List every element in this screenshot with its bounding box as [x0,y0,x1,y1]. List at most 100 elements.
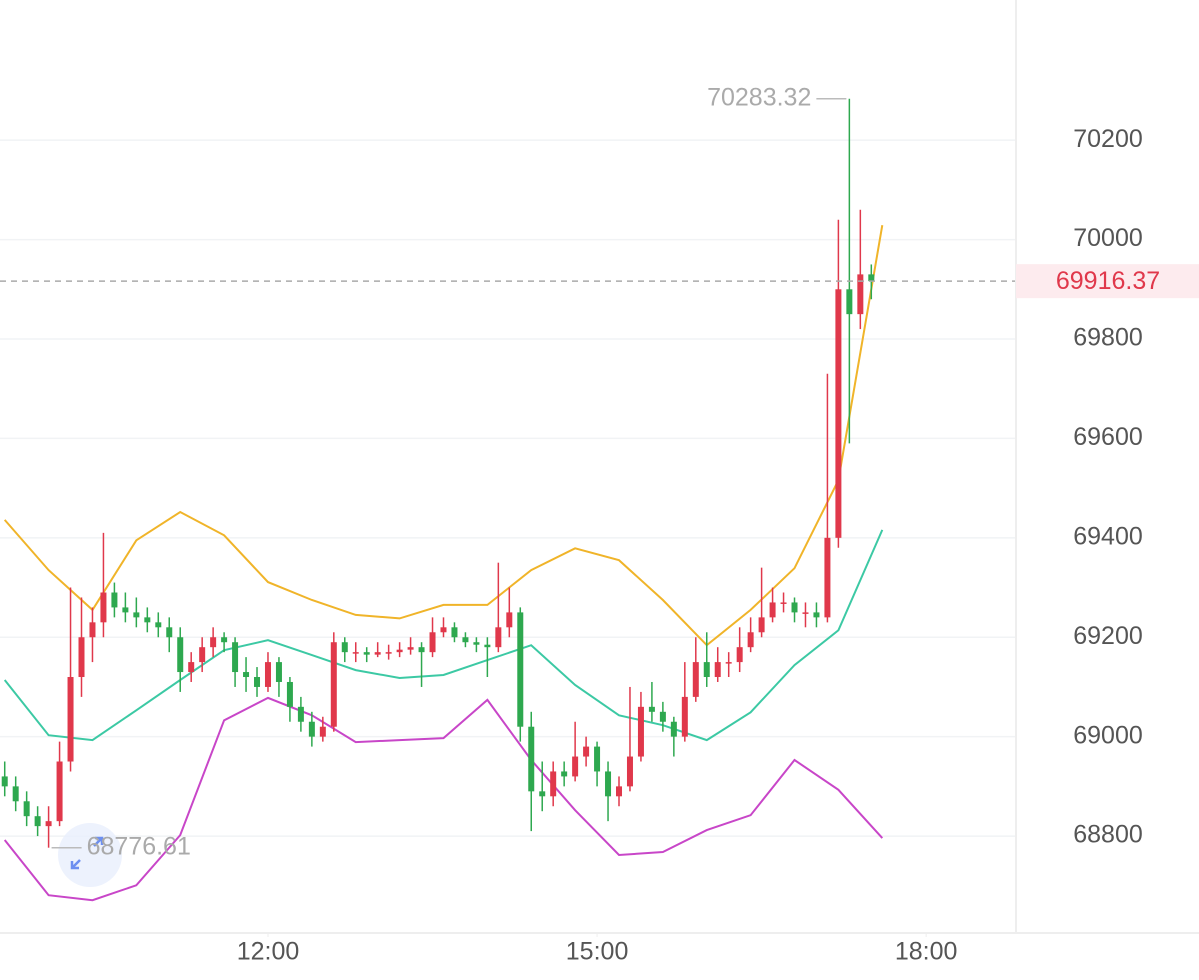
candle-body [133,612,140,618]
candle-body [34,816,41,827]
candle-body [637,706,644,757]
candle-body [264,662,271,687]
candle-body [319,726,326,737]
y-tick-label: 69600 [1073,423,1143,451]
candle-body [78,637,85,678]
candle-body [473,642,480,645]
candle-body [45,821,52,827]
candle-body [144,617,151,623]
candle-body [374,652,381,655]
candle-body [528,726,535,792]
candle-body [659,711,666,722]
candle-body [451,627,458,638]
candle-body [868,274,875,282]
candle-body [495,627,502,648]
y-tick-label: 69800 [1073,324,1143,352]
candle-body [583,746,590,757]
y-tick-label: 70200 [1073,125,1143,153]
candle-body [846,289,853,315]
candle-body [440,627,447,633]
candle-body [56,761,63,822]
candle-body [758,617,765,633]
candle-body [275,662,282,682]
candle-body [100,592,107,623]
candle-body [210,637,217,648]
candle-body [506,612,513,628]
candle-body [462,637,469,643]
y-tick-label: 68800 [1073,821,1143,849]
x-tick-label: 18:00 [895,938,958,966]
candle-body [166,627,173,638]
candle-body [111,592,118,608]
candle-body [736,647,743,663]
candle-body [341,642,348,653]
candle-body [616,786,623,797]
candle-body [692,662,699,697]
candle-body [188,662,195,673]
candle-body [407,647,414,650]
y-tick-label: 69000 [1073,721,1143,749]
candle-body [670,721,677,737]
candle-body [418,647,425,653]
candle-body [254,677,261,687]
candle-body [67,677,74,762]
candle-body [122,607,129,613]
axis-labels: 68800 69000 69200 69400 69600 69800 70000 70200… [237,125,1143,966]
candle-body [550,771,557,797]
candle-body [352,652,359,654]
candle-body [155,622,162,628]
candle-body [517,612,524,727]
band-line [3,696,884,902]
candle-body [648,706,655,712]
candle-body [835,289,842,538]
x-tick-label: 12:00 [237,938,300,966]
candle-body [813,612,820,618]
candle-body [725,662,732,664]
annotations: 70283.32 68776.61 69916.37 [0,83,1199,887]
bollinger-bands [3,225,884,902]
candle-body [330,642,337,727]
candle-body [243,672,250,678]
candle-body [199,647,206,663]
y-tick-label: 69400 [1073,522,1143,550]
last-price-box [1016,264,1199,299]
band-line [3,529,884,742]
candle-body [572,756,579,777]
candle-body [23,801,30,817]
candle-body [12,786,19,802]
candle-body [221,637,228,643]
x-tick-label: 15:00 [566,938,629,966]
low-label: 68776.61 [87,832,191,860]
candle-body [594,746,601,772]
candle-body [1,776,8,787]
candle-body [561,771,568,777]
candle-body [396,649,403,653]
candle-body [363,652,370,655]
last-price-label: 69916.37 [1056,267,1160,295]
candle-body [605,771,612,797]
candles [1,98,875,848]
high-label: 70283.32 [707,83,811,111]
candle-body [385,652,392,654]
candle-body [747,632,754,648]
candle-body [429,632,436,653]
band-line [3,225,884,647]
candle-body [308,721,315,737]
candle-body [232,642,239,673]
candle-body [780,602,787,604]
candle-body [484,644,491,648]
candle-body [769,602,776,618]
candle-body [791,602,798,613]
candle-body [681,696,688,737]
candle-body [626,756,633,787]
candle-body [824,537,831,618]
zoom-icon [70,836,104,870]
candle-body [89,622,96,638]
zoom-icon-bg [58,823,122,887]
candle-body [539,791,546,797]
candle-body [714,662,721,678]
candle-body [177,637,184,673]
candle-body [297,706,304,722]
